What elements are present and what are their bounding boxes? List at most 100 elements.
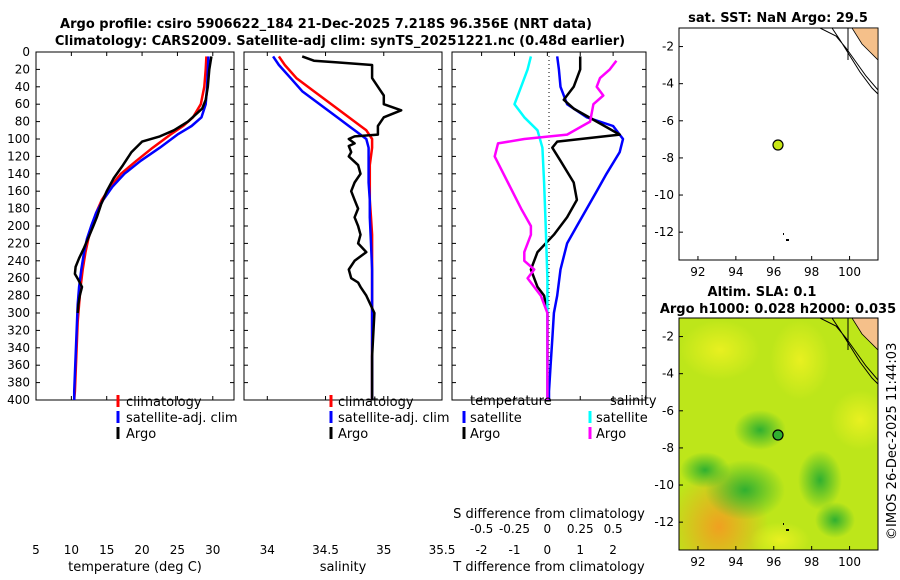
difference-legend: temperature salinity satellite Argo sate… xyxy=(462,394,657,442)
map-x-tick-label: 98 xyxy=(804,555,819,569)
map-y-tick-label: -2 xyxy=(662,330,674,344)
map-x-tick-label: 94 xyxy=(728,265,743,279)
map-x-tick-label: 100 xyxy=(838,555,861,569)
map-x-tick-label: 100 xyxy=(838,265,861,279)
legend-satellite: satellite-adj. clim xyxy=(126,411,238,426)
temperature-x-axis: 5 10 15 20 25 30 xyxy=(32,52,220,557)
salinity-x-axis: 34 34.5 35 35.5 xyxy=(260,52,456,557)
difference-xlabel: T difference from climatology xyxy=(452,560,645,575)
salinity-diff-tick-label: 0.5 xyxy=(604,522,623,536)
map-y-tick-label: -4 xyxy=(662,77,674,91)
legend-t-satellite: satellite xyxy=(470,411,522,426)
difference-x-axis: -2 -1 0 1 2 -0.5 -0.25 0 0.25 0.5 xyxy=(470,52,623,557)
map-x-tick-label: 96 xyxy=(766,265,781,279)
temperature-series xyxy=(72,56,213,400)
map-y-tick-label: -4 xyxy=(662,367,674,381)
depth-tick-label: 220 xyxy=(7,236,30,250)
legend-s-satellite: satellite xyxy=(596,411,648,426)
depth-tick-label: 140 xyxy=(7,167,30,181)
argo-position-marker xyxy=(772,429,784,441)
map-y-tick-label: -12 xyxy=(654,225,674,239)
legend-climatology: climatology xyxy=(338,395,414,410)
sst-map-land xyxy=(783,28,878,241)
map-y-tick-label: -8 xyxy=(662,151,674,165)
difference-tick-label: 2 xyxy=(609,543,617,557)
argo-position-marker xyxy=(772,139,784,151)
map-y-tick-label: -6 xyxy=(662,114,674,128)
figure-title-line1: Argo profile: csiro 5906622_184 21-Dec-2… xyxy=(60,17,592,32)
map-y-tick-label: -8 xyxy=(662,441,674,455)
depth-tick-label: 380 xyxy=(7,376,30,390)
depth-tick-label: 100 xyxy=(7,132,30,146)
depth-tick-label: 280 xyxy=(7,289,30,303)
salinity-axes xyxy=(243,51,443,401)
depth-tick-label: 340 xyxy=(7,341,30,355)
legend-argo: Argo xyxy=(338,427,368,442)
temperature-tick-label: 20 xyxy=(134,543,149,557)
altim-map-field xyxy=(679,318,878,550)
altim-map-axis: 92 94 96 98 100 -2 -4 -6 -8 -10 -12 xyxy=(654,330,861,569)
depth-tick-label: 300 xyxy=(7,306,30,320)
salinity-diff-tick-label: -0.5 xyxy=(470,522,493,536)
salinity-legend: climatology satellite-adj. clim Argo xyxy=(329,395,450,442)
difference-tick-label: -1 xyxy=(508,543,520,557)
legend-satellite: satellite-adj. clim xyxy=(338,411,450,426)
temperature-tick-label: 30 xyxy=(205,543,220,557)
altim-map-title-line2: Argo h1000: 0.028 h2000: 0.035 xyxy=(660,302,896,317)
legend-salinity-title: salinity xyxy=(610,394,657,409)
salinity-series xyxy=(272,55,403,400)
depth-tick-label: 0 xyxy=(22,45,30,59)
map-x-tick-label: 98 xyxy=(804,265,819,279)
sst-map-title: sat. SST: NaN Argo: 29.5 xyxy=(688,11,868,26)
depth-tick-label: 400 xyxy=(7,393,30,407)
series-line-satellite-adj-clim xyxy=(272,55,374,400)
temperature-tick-label: 10 xyxy=(64,543,79,557)
altim-map-axes xyxy=(678,317,879,551)
salinity-diff-tick-label: 0 xyxy=(544,522,552,536)
map-x-tick-label: 96 xyxy=(766,555,781,569)
map-y-tick-label: -10 xyxy=(654,478,674,492)
map-y-tick-label: -12 xyxy=(654,515,674,529)
depth-axis: 0 20 40 60 80 100 120 140 160 180 200 220 240 260 280 3… xyxy=(7,45,646,407)
series-line-salinity-argo xyxy=(493,59,618,400)
salinity-diff-tick-label: -0.25 xyxy=(499,522,530,536)
depth-tick-label: 60 xyxy=(15,97,30,111)
series-line-temperature-argo xyxy=(529,56,621,400)
temperature-xlabel: temperature (deg C) xyxy=(68,560,202,575)
depth-tick-label: 360 xyxy=(7,358,30,372)
temperature-tick-label: 15 xyxy=(99,543,114,557)
series-line-argo xyxy=(301,55,403,400)
depth-tick-label: 320 xyxy=(7,323,30,337)
legend-climatology: climatology xyxy=(126,395,202,410)
series-line-salinity-satellite xyxy=(513,56,549,400)
difference-tick-label: 1 xyxy=(576,543,584,557)
depth-tick-label: 160 xyxy=(7,184,30,198)
depth-tick-label: 260 xyxy=(7,271,30,285)
difference-tick-label: -2 xyxy=(476,543,488,557)
salinity-diff-tick-label: 0.25 xyxy=(567,522,594,536)
depth-tick-label: 240 xyxy=(7,254,30,268)
depth-tick-label: 20 xyxy=(15,62,30,76)
watermark: ©IMOS 26-Dec-2025 11:44:03 xyxy=(885,343,900,540)
salinity-tick-label: 35 xyxy=(376,543,391,557)
legend-temperature-title: temperature xyxy=(470,394,552,409)
salinity-tick-label: 35.5 xyxy=(429,543,456,557)
depth-tick-label: 40 xyxy=(15,80,30,94)
temperature-legend: climatology satellite-adj. clim Argo xyxy=(116,395,238,442)
map-x-tick-label: 92 xyxy=(690,555,705,569)
temperature-tick-label: 5 xyxy=(32,543,40,557)
legend-s-argo: Argo xyxy=(596,427,626,442)
difference-series xyxy=(493,56,625,400)
difference-axes xyxy=(451,51,647,401)
depth-tick-label: 180 xyxy=(7,202,30,216)
map-x-tick-label: 94 xyxy=(728,555,743,569)
map-x-tick-label: 92 xyxy=(690,265,705,279)
sst-map-axis: 92 94 96 98 100 -2 -4 -6 -8 -10 -12 xyxy=(654,40,861,279)
altim-map-title-line1: Altim. SLA: 0.1 xyxy=(708,285,817,300)
salinity-tick-label: 34.5 xyxy=(312,543,339,557)
map-y-tick-label: -10 xyxy=(654,188,674,202)
legend-argo: Argo xyxy=(126,427,156,442)
map-y-tick-label: -6 xyxy=(662,404,674,418)
temperature-tick-label: 25 xyxy=(170,543,185,557)
